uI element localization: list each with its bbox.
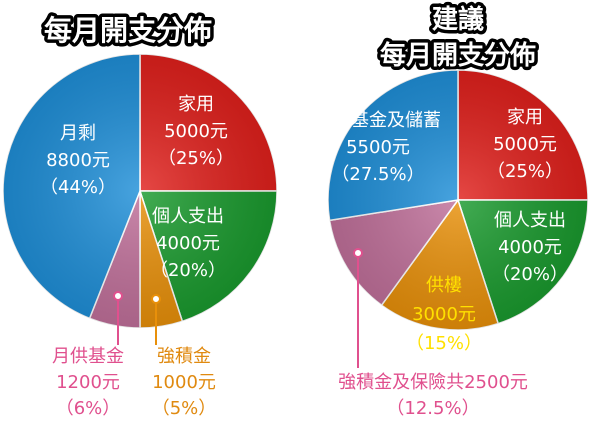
chart1-value-personal: 4000元 [156,233,220,254]
chart2-value-household: 5000元 [493,134,557,155]
chart1-callout-dot-mpf [151,294,161,304]
chart2-label-mortgage: 供樓 [426,275,462,296]
chart1-pct-monthly-surplus: （44%） [40,177,116,198]
chart2-value-fund-savings: 5500元 [346,137,410,158]
chart1-value-household: 5000元 [164,121,228,142]
chart1-pct-household: （25%） [158,148,234,169]
chart1-pie-shading [3,54,277,328]
chart2-label-mpf-ins: 強積金及保險共2500元 [338,372,528,393]
chart1-labels: 月剩 8800元 （44%） 家用 5000元 （25%） 個人支出 4000元… [40,94,234,281]
chart2-label-fund-savings: 月供基金及儲蓄 [315,110,441,131]
chart1-label-mpf: 強積金 [157,346,211,367]
chart1-value-fund: 1200元 [56,372,120,393]
chart2-pct-personal: （20%） [492,264,568,285]
chart1-title: 每月開支分佈 [44,14,212,47]
chart1-pct-mpf: （5%） [152,398,217,419]
chart2-title-line2: 每月開支分佈 [380,40,536,71]
chart1-label-monthly-surplus: 月剩 [60,123,96,144]
chart1-callout-dot-fund [113,291,123,301]
chart2-value-personal: 4000元 [498,237,562,258]
chart1-value-mpf: 1000元 [152,372,216,393]
chart2-pct-mpf-ins: （12.5%） [386,398,479,419]
chart2-callout-dot-mpf-ins [353,248,363,258]
pie-chart-1 [2,53,278,329]
chart1-pct-personal: （20%） [150,260,226,281]
chart1-label-personal: 個人支出 [152,206,224,227]
chart2-pie-shading [328,70,588,330]
chart1-value-monthly-surplus: 8800元 [46,150,110,171]
chart1-pct-fund: （6%） [56,398,121,419]
pie-chart-2 [327,69,589,331]
chart2-labels: 月供基金及儲蓄 5500元 （27.5%） 家用 5000元 （25%） 個人支… [315,107,568,354]
chart2-pct-household: （25%） [487,161,563,182]
chart2-value-mortgage: 3000元 [412,304,476,325]
chart2-pct-mortgage: （15%） [406,333,482,354]
chart2-callouts: 強積金及保險共2500元 （12.5%） [338,248,528,419]
chart2-title-line1: 建議 [432,4,484,35]
chart1-label-fund: 月供基金 [52,346,124,367]
chart2-label-personal: 個人支出 [494,210,566,231]
chart2-label-household: 家用 [507,107,543,128]
chart2-pct-fund-savings: （27.5%） [331,164,424,185]
chart1-callouts: 月供基金 1200元 （6%） 強積金 1000元 （5%） [52,291,217,419]
chart1-label-household: 家用 [178,94,214,115]
